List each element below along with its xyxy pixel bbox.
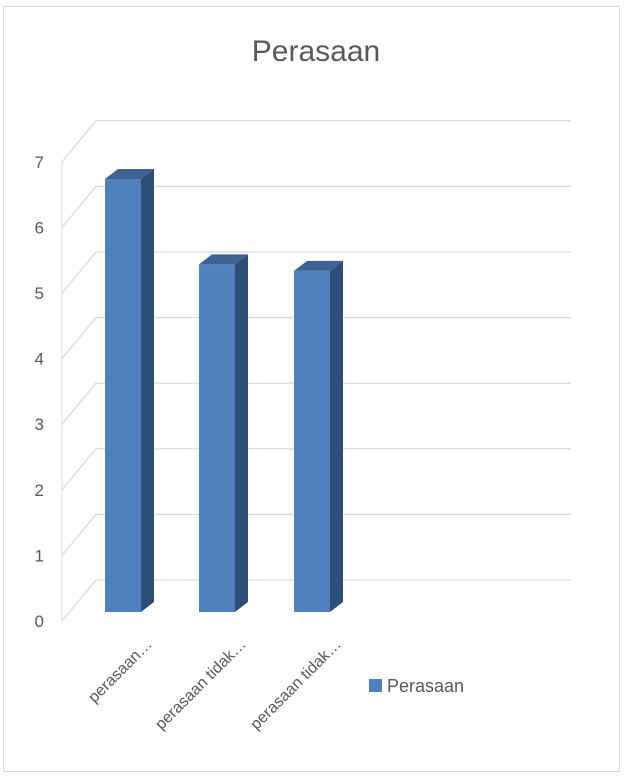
y-tick-label: 5 — [35, 284, 44, 303]
bar-front — [294, 270, 330, 612]
y-axis-ticks: 0 1 2 3 4 5 6 7 — [35, 153, 44, 631]
gridline — [61, 120, 571, 163]
gridline — [61, 579, 571, 622]
y-tick-label: 1 — [35, 546, 44, 565]
x-category-label: perasaan tidak… — [247, 636, 345, 734]
bar-side — [141, 169, 154, 613]
bar — [294, 260, 343, 612]
gridline — [61, 251, 571, 294]
y-tick-label: 2 — [35, 481, 44, 500]
gridline — [61, 448, 571, 491]
x-category-label: perasaan tidak… — [152, 636, 250, 734]
y-tick-label: 7 — [35, 153, 44, 172]
bar-top — [105, 169, 154, 180]
chart-title: Perasaan — [252, 35, 380, 68]
x-category-label: perasaan… — [85, 636, 156, 707]
bar-top — [199, 254, 248, 265]
y-tick-label: 6 — [35, 218, 44, 237]
gridline — [61, 185, 571, 228]
bar-side — [235, 254, 248, 612]
bar — [105, 169, 154, 613]
y-tick-label: 4 — [35, 350, 44, 369]
y-tick-label: 0 — [35, 612, 44, 631]
bar-front — [199, 264, 235, 612]
bar-front — [105, 179, 141, 613]
gridlines — [61, 120, 571, 622]
bar-side — [330, 260, 343, 612]
bar — [199, 254, 248, 612]
gridline — [61, 382, 571, 425]
legend-label: Perasaan — [387, 676, 464, 696]
y-tick-label: 3 — [35, 415, 44, 434]
gridline — [61, 317, 571, 359]
gridline — [61, 513, 571, 556]
legend-swatch — [369, 679, 382, 692]
bar-top — [294, 260, 343, 271]
bars — [105, 169, 343, 613]
legend: Perasaan — [369, 676, 464, 696]
x-axis-categories: perasaan…perasaan tidak…perasaan tidak… — [85, 636, 345, 734]
